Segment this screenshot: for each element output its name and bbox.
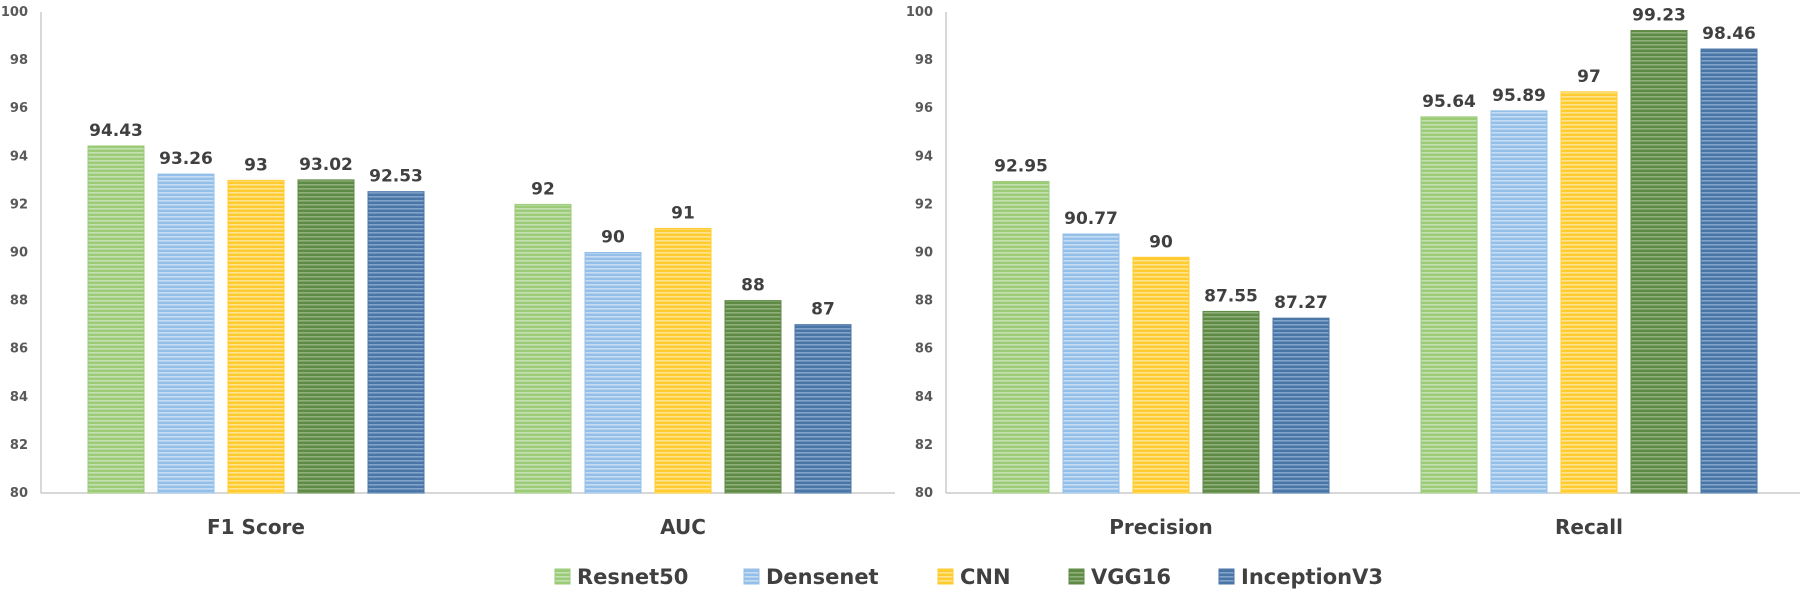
legend-item-vgg16: VGG16 xyxy=(1068,565,1171,589)
y-tick-label: 100 xyxy=(906,5,933,20)
y-tick-label: 92 xyxy=(10,197,28,212)
y-tick-label: 80 xyxy=(10,486,28,501)
legend-item-cnn: CNN xyxy=(937,565,1011,589)
y-tick-label: 82 xyxy=(10,438,28,453)
bar-densenet-auc xyxy=(584,252,642,494)
y-tick-label: 96 xyxy=(915,101,933,116)
x-category-label-f1-score: F1 Score xyxy=(207,515,305,539)
data-label-vgg16-precision: 87.55 xyxy=(1204,286,1258,306)
data-label-cnn-precision: 90 xyxy=(1149,232,1173,252)
x-category-label-auc: AUC xyxy=(660,515,706,539)
legend-label: Densenet xyxy=(766,565,879,589)
y-tick-label: 98 xyxy=(10,53,28,68)
bar-cnn-recall xyxy=(1560,91,1618,494)
legend-label: Resnet50 xyxy=(577,565,688,589)
legend-label: InceptionV3 xyxy=(1241,565,1383,589)
legend: Resnet50 Densenet CNN VGG16 InceptionV3 xyxy=(554,565,1383,589)
data-label-inceptionv3-f1-score: 92.53 xyxy=(369,167,423,187)
bar-inceptionv3-f1-score xyxy=(367,191,425,494)
y-tick-label: 84 xyxy=(10,390,28,405)
data-label-resnet50-precision: 92.95 xyxy=(994,157,1048,177)
bar-resnet50-f1-score xyxy=(87,145,145,494)
bar-cnn-auc xyxy=(654,227,712,494)
data-label-densenet-precision: 90.77 xyxy=(1064,209,1118,229)
data-label-densenet-f1-score: 93.26 xyxy=(159,149,213,169)
bar-densenet-recall xyxy=(1490,110,1548,494)
y-tick-label: 84 xyxy=(915,390,933,405)
chart-panel-right: 80 82 84 86 88 90 92 94 96 98 100 92.95 90.77 90 87.55… xyxy=(906,5,1800,539)
y-tick-label: 100 xyxy=(1,5,28,20)
x-category-label-recall: Recall xyxy=(1555,515,1623,539)
data-label-inceptionv3-precision: 87.27 xyxy=(1274,293,1328,313)
bar-cnn-f1-score xyxy=(227,179,285,494)
bar-vgg16-f1-score xyxy=(297,179,355,494)
legend-swatch xyxy=(937,568,954,585)
bar-densenet-f1-score xyxy=(157,173,215,494)
legend-swatch xyxy=(743,568,760,585)
legend-item-resnet50: Resnet50 xyxy=(554,565,688,589)
data-label-resnet50-auc: 92 xyxy=(531,179,555,199)
y-tick-label: 96 xyxy=(10,101,28,116)
data-label-resnet50-recall: 95.64 xyxy=(1422,92,1476,112)
y-tick-label: 98 xyxy=(915,53,933,68)
y-tick-label: 86 xyxy=(915,342,933,357)
y-tick-label: 90 xyxy=(915,246,933,261)
bar-resnet50-recall xyxy=(1420,116,1478,494)
data-label-vgg16-f1-score: 93.02 xyxy=(299,155,353,175)
data-label-inceptionv3-recall: 98.46 xyxy=(1702,24,1756,44)
legend-label: CNN xyxy=(960,565,1011,589)
chart-panel-left: 80 82 84 86 88 90 92 94 96 98 100 94.43 93.26 93 93.02… xyxy=(1,5,895,539)
y-tick-label: 94 xyxy=(10,149,28,164)
y-tick-label: 88 xyxy=(10,294,28,309)
bar-inceptionv3-recall xyxy=(1700,48,1758,494)
legend-item-densenet: Densenet xyxy=(743,565,879,589)
bar-vgg16-auc xyxy=(724,300,782,494)
bar-cnn-precision xyxy=(1132,256,1190,494)
legend-swatch xyxy=(1218,568,1235,585)
data-label-inceptionv3-auc: 87 xyxy=(811,300,835,320)
y-tick-label: 82 xyxy=(915,438,933,453)
bar-resnet50-auc xyxy=(514,203,572,494)
legend-label: VGG16 xyxy=(1091,565,1171,589)
y-tick-label: 88 xyxy=(915,294,933,309)
bar-vgg16-recall xyxy=(1630,30,1688,494)
x-category-label-precision: Precision xyxy=(1109,515,1213,539)
y-tick-label: 86 xyxy=(10,342,28,357)
y-tick-label: 92 xyxy=(915,197,933,212)
bar-resnet50-precision xyxy=(992,181,1050,494)
data-label-vgg16-auc: 88 xyxy=(741,276,765,296)
legend-swatch xyxy=(1068,568,1085,585)
data-label-cnn-recall: 97 xyxy=(1577,67,1601,87)
legend-swatch xyxy=(554,568,571,585)
data-label-densenet-auc: 90 xyxy=(601,228,625,248)
y-tick-label: 80 xyxy=(915,486,933,501)
bar-inceptionv3-precision xyxy=(1272,317,1330,494)
bar-densenet-precision xyxy=(1062,233,1120,494)
data-label-vgg16-recall: 99.23 xyxy=(1632,6,1686,26)
y-tick-label: 90 xyxy=(10,246,28,261)
data-label-cnn-auc: 91 xyxy=(671,203,695,223)
data-label-densenet-recall: 95.89 xyxy=(1492,86,1546,106)
bar-inceptionv3-auc xyxy=(794,324,852,494)
legend-item-inceptionv3: InceptionV3 xyxy=(1218,565,1383,589)
data-label-resnet50-f1-score: 94.43 xyxy=(89,121,143,141)
bar-vgg16-precision xyxy=(1202,310,1260,494)
data-label-cnn-f1-score: 93 xyxy=(244,155,268,175)
y-tick-label: 94 xyxy=(915,149,933,164)
